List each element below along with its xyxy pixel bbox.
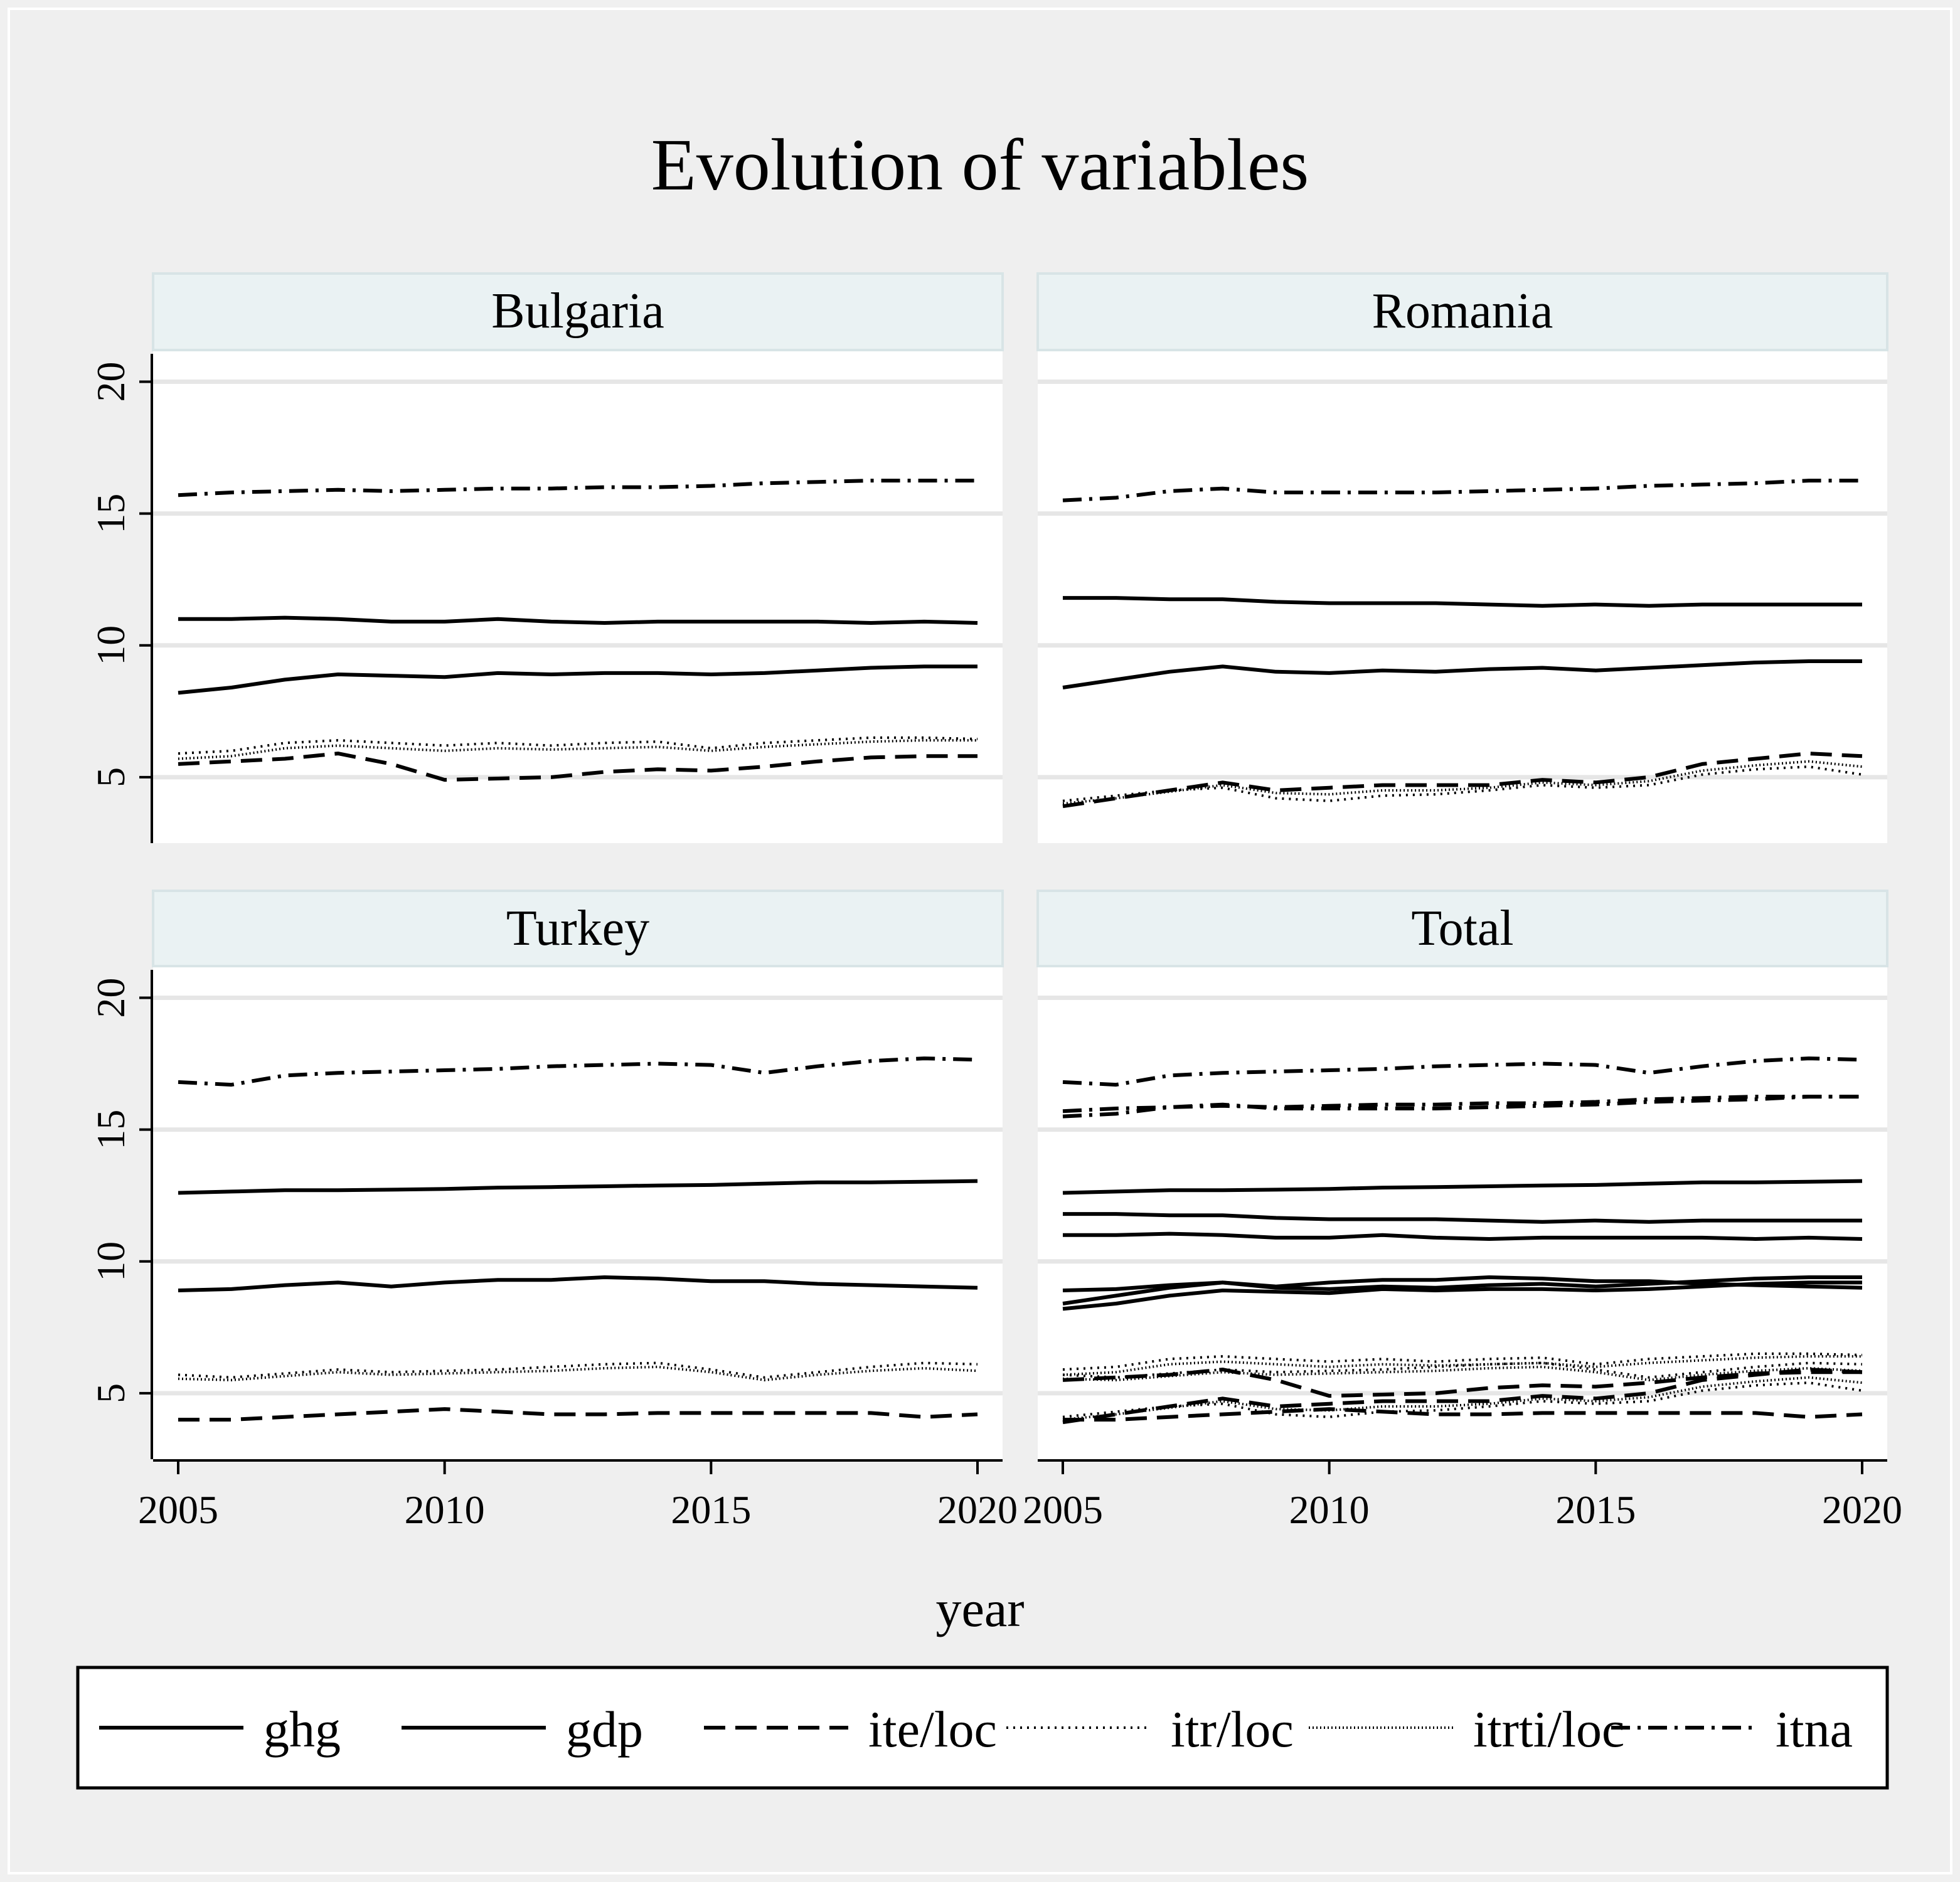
plot-area-total	[1038, 966, 1887, 1459]
series-line-total-bulgaria-ite-loc	[1062, 1368, 1862, 1398]
y-tick-label-turkey-15: 15	[88, 1110, 133, 1150]
chart-title: Evolution of variables	[651, 124, 1309, 206]
y-tick-label-bulgaria-15: 15	[88, 494, 133, 534]
legend: ghg gdp ite/loc itr/loc itrti/loc itna	[76, 1666, 1889, 1790]
series-line-total-bulgaria-itr-loc	[1062, 1352, 1863, 1371]
series-group-turkey	[178, 1056, 978, 1422]
y-tick-label-bulgaria-10: 10	[88, 625, 133, 666]
series-line-turkey-gdp	[178, 1275, 978, 1292]
series-line-total-turkey-itrti-loc	[1062, 1365, 1863, 1381]
plot-area-bulgaria	[153, 350, 1003, 843]
series-line-bulgaria-itna	[178, 479, 977, 497]
series-line-turkey-ghg	[178, 1179, 978, 1195]
series-line-total-romania-ghg	[1063, 1212, 1862, 1224]
y-tick-label-turkey-5: 5	[88, 1383, 133, 1403]
series-line-total-romania-itna	[1062, 1095, 1862, 1119]
series-line-total-romania-itr-loc	[1062, 1381, 1863, 1418]
panel-title-bulgaria: Bulgaria	[491, 284, 664, 339]
series-line-bulgaria-ghg	[178, 615, 978, 625]
series-line-turkey-itrti-loc	[178, 1365, 978, 1381]
panel-strip-bulgaria	[152, 272, 1004, 351]
legend-label-ghg: ghg	[264, 1701, 341, 1758]
x-tick-label-total-2015: 2015	[1555, 1487, 1636, 1532]
series-line-total-bulgaria-ghg	[1063, 1231, 1863, 1241]
series-line-total-bulgaria-itna	[1062, 1095, 1862, 1114]
x-axis-title: year	[935, 1580, 1024, 1637]
y-tick-label-bulgaria-5: 5	[88, 767, 133, 787]
y-tick-label-turkey-20: 20	[88, 977, 133, 1018]
series-group-total	[1062, 1056, 1863, 1425]
series-line-total-turkey-itna	[1062, 1056, 1863, 1087]
x-tick-label-turkey-2010: 2010	[405, 1487, 485, 1532]
x-tick-label-turkey-2015: 2015	[671, 1487, 751, 1532]
series-line-total-bulgaria-itrti-loc	[1062, 1355, 1862, 1376]
series-line-total-romania-ite-loc	[1062, 1368, 1863, 1425]
panel-romania: Romania	[1036, 272, 1888, 843]
legend-label-itrti: itrti/loc	[1473, 1701, 1624, 1758]
series-line-romania-itna	[1062, 479, 1862, 502]
panel-strip-total	[1036, 890, 1888, 967]
legend-label-gdp: gdp	[566, 1701, 643, 1758]
series-line-total-turkey-ite-loc	[1063, 1407, 1863, 1422]
panel-title-turkey: Turkey	[506, 901, 649, 956]
legend-label-itna: itna	[1776, 1701, 1853, 1758]
series-line-bulgaria-itr-loc	[178, 736, 978, 755]
plot-area-romania	[1038, 350, 1887, 843]
panel-total: Total 2005 2010 2015 2020	[1023, 890, 1902, 1532]
legend-label-itr: itr/loc	[1171, 1701, 1294, 1758]
plot-area-turkey	[153, 966, 1003, 1459]
legend-box	[76, 1666, 1889, 1790]
series-group-romania	[1062, 479, 1863, 809]
y-tick-label-turkey-10: 10	[88, 1241, 133, 1282]
legend-label-ite: ite/loc	[868, 1701, 997, 1758]
series-line-romania-ghg	[1063, 596, 1862, 608]
series-line-total-turkey-gdp	[1062, 1275, 1863, 1292]
y-tick-label-bulgaria-20: 20	[88, 361, 133, 401]
panel-strip-romania	[1036, 272, 1888, 351]
x-tick-label-total-2005: 2005	[1023, 1487, 1103, 1532]
series-line-romania-ite-loc	[1062, 752, 1863, 809]
panel-title-total: Total	[1411, 901, 1513, 956]
series-line-romania-gdp	[1062, 659, 1862, 689]
series-line-turkey-itna	[178, 1056, 978, 1087]
panel-bulgaria: Bulgaria 5 10 15 20	[88, 272, 1004, 843]
series-line-total-turkey-ghg	[1062, 1179, 1863, 1195]
panel-title-romania: Romania	[1372, 284, 1553, 339]
panel-strip-turkey	[152, 890, 1004, 967]
series-group-bulgaria	[178, 479, 978, 782]
x-tick-label-total-2020: 2020	[1822, 1487, 1902, 1532]
series-line-bulgaria-itrti-loc	[178, 739, 977, 760]
series-line-romania-itr-loc	[1062, 765, 1863, 802]
x-tick-label-turkey-2020: 2020	[937, 1487, 1018, 1532]
series-line-turkey-ite-loc	[178, 1407, 978, 1422]
series-line-bulgaria-gdp	[178, 664, 977, 695]
series-line-bulgaria-ite-loc	[178, 752, 977, 782]
panel-turkey: Turkey 5 10 15 20 2005 2010 2015 2020	[88, 890, 1018, 1532]
x-tick-label-turkey-2005: 2005	[138, 1487, 218, 1532]
x-tick-label-total-2010: 2010	[1289, 1487, 1370, 1532]
